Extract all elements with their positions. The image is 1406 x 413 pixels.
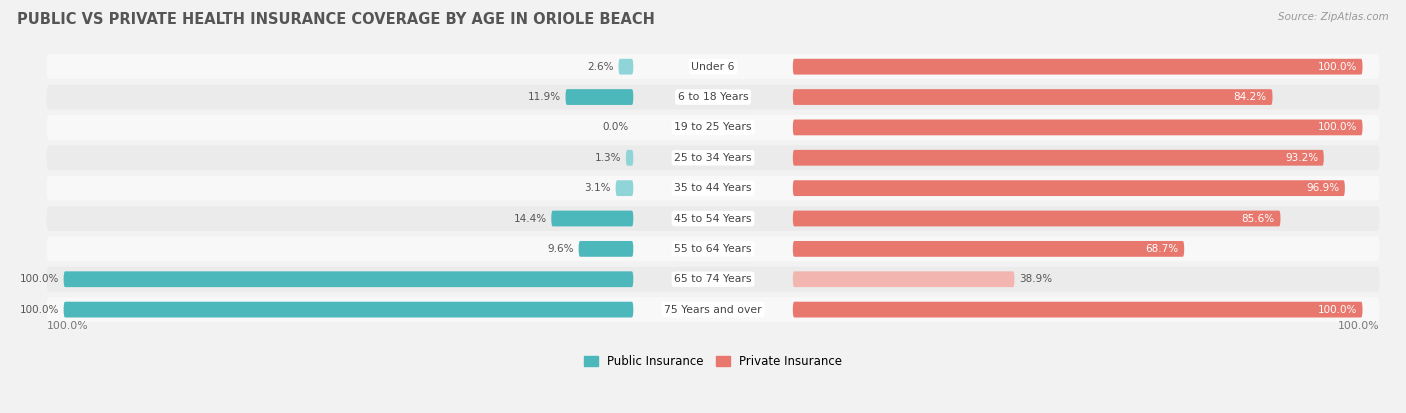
FancyBboxPatch shape (793, 180, 1346, 196)
Text: 68.7%: 68.7% (1146, 244, 1178, 254)
Text: 0.0%: 0.0% (603, 122, 628, 133)
FancyBboxPatch shape (46, 115, 1379, 140)
FancyBboxPatch shape (793, 302, 1362, 318)
FancyBboxPatch shape (63, 271, 633, 287)
FancyBboxPatch shape (793, 271, 1015, 287)
Text: 100.0%: 100.0% (1339, 321, 1379, 332)
Text: PUBLIC VS PRIVATE HEALTH INSURANCE COVERAGE BY AGE IN ORIOLE BEACH: PUBLIC VS PRIVATE HEALTH INSURANCE COVER… (17, 12, 655, 27)
Text: 65 to 74 Years: 65 to 74 Years (675, 274, 752, 284)
FancyBboxPatch shape (616, 180, 633, 196)
Text: Under 6: Under 6 (692, 62, 735, 72)
FancyBboxPatch shape (793, 59, 1362, 75)
FancyBboxPatch shape (46, 176, 1379, 201)
Text: 35 to 44 Years: 35 to 44 Years (675, 183, 752, 193)
FancyBboxPatch shape (46, 85, 1379, 109)
FancyBboxPatch shape (46, 206, 1379, 231)
Text: 25 to 34 Years: 25 to 34 Years (675, 153, 752, 163)
Text: 84.2%: 84.2% (1233, 92, 1267, 102)
FancyBboxPatch shape (793, 119, 1362, 135)
FancyBboxPatch shape (793, 89, 1272, 105)
Text: 100.0%: 100.0% (20, 305, 59, 315)
Text: 14.4%: 14.4% (513, 214, 547, 223)
FancyBboxPatch shape (46, 145, 1379, 170)
FancyBboxPatch shape (46, 54, 1379, 79)
FancyBboxPatch shape (626, 150, 633, 166)
Text: 100.0%: 100.0% (46, 321, 89, 332)
FancyBboxPatch shape (793, 150, 1324, 166)
Text: Source: ZipAtlas.com: Source: ZipAtlas.com (1278, 12, 1389, 22)
Text: 100.0%: 100.0% (1317, 305, 1357, 315)
Text: 6 to 18 Years: 6 to 18 Years (678, 92, 748, 102)
Text: 55 to 64 Years: 55 to 64 Years (675, 244, 752, 254)
FancyBboxPatch shape (793, 241, 1184, 257)
FancyBboxPatch shape (46, 267, 1379, 292)
Text: 3.1%: 3.1% (585, 183, 612, 193)
Text: 2.6%: 2.6% (588, 62, 614, 72)
Text: 1.3%: 1.3% (595, 153, 621, 163)
FancyBboxPatch shape (579, 241, 633, 257)
FancyBboxPatch shape (551, 211, 633, 226)
FancyBboxPatch shape (63, 302, 633, 318)
Text: 100.0%: 100.0% (20, 274, 59, 284)
Text: 75 Years and over: 75 Years and over (664, 305, 762, 315)
Text: 45 to 54 Years: 45 to 54 Years (675, 214, 752, 223)
Text: 85.6%: 85.6% (1241, 214, 1275, 223)
FancyBboxPatch shape (46, 236, 1379, 261)
Text: 96.9%: 96.9% (1306, 183, 1339, 193)
Text: 100.0%: 100.0% (1317, 62, 1357, 72)
FancyBboxPatch shape (565, 89, 633, 105)
Legend: Public Insurance, Private Insurance: Public Insurance, Private Insurance (579, 350, 846, 373)
Text: 100.0%: 100.0% (1317, 122, 1357, 133)
FancyBboxPatch shape (793, 211, 1281, 226)
FancyBboxPatch shape (46, 297, 1379, 322)
Text: 11.9%: 11.9% (527, 92, 561, 102)
Text: 19 to 25 Years: 19 to 25 Years (675, 122, 752, 133)
Text: 93.2%: 93.2% (1285, 153, 1317, 163)
FancyBboxPatch shape (619, 59, 633, 75)
Text: 9.6%: 9.6% (547, 244, 574, 254)
Text: 38.9%: 38.9% (1019, 274, 1052, 284)
